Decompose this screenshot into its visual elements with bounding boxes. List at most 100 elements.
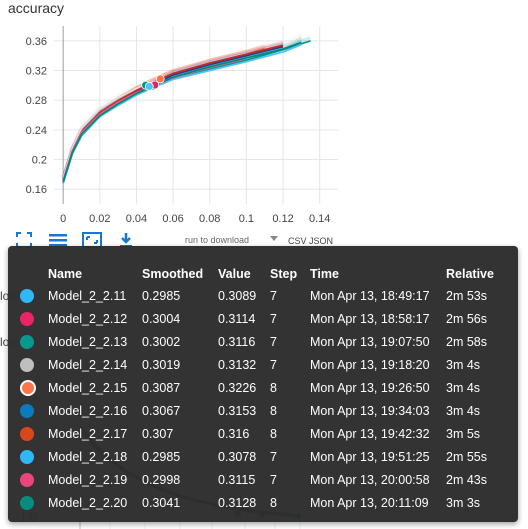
run-color-dot-icon — [20, 334, 34, 349]
time-value: Mon Apr 13, 20:11:09 — [310, 495, 429, 510]
relative-value: 2m 53s — [446, 288, 487, 303]
chart-title: accuracy — [8, 0, 65, 16]
run-color-dot-icon — [20, 472, 34, 487]
step-value: 7 — [270, 334, 277, 349]
header-step: Step — [270, 267, 298, 281]
relative-value: 3m 5s — [446, 426, 481, 441]
raw-value: 0.3078 — [218, 449, 257, 464]
run-name: Model_2_2.16 — [48, 403, 128, 418]
x-tick-label: 0.14 — [309, 213, 330, 225]
step-value: 7 — [270, 357, 277, 372]
y-tick-label: 0.24 — [26, 125, 47, 137]
run-name: Model_2_2.18 — [48, 449, 128, 464]
smoothed-value: 0.3067 — [142, 403, 181, 418]
tooltip-panel: Name Smoothed Value Step Time Relative M… — [8, 246, 518, 522]
x-tick-label: 0 — [60, 213, 66, 225]
raw-value: 0.3153 — [218, 403, 257, 418]
relative-value: 3m 4s — [446, 380, 481, 395]
table-row: Model_2_2.19 0.2998 0.3115 7 Mon Apr 13, 20:… — [20, 468, 506, 491]
header-value: Value — [218, 267, 251, 281]
relative-value: 3m 4s — [446, 357, 481, 372]
step-value: 7 — [270, 472, 277, 487]
time-value: Mon Apr 13, 19:51:25 — [310, 449, 430, 464]
table-row: Model_2_2.12 0.3004 0.3114 7 Mon Apr 13, 18:… — [20, 307, 506, 330]
run-name: Model_2_2.20 — [48, 495, 128, 510]
time-value: Mon Apr 13, 18:58:17 — [310, 311, 430, 326]
run-color-dot-icon — [20, 311, 34, 326]
relative-value: 2m 55s — [446, 449, 487, 464]
accuracy-chart[interactable]: 0.16 0.2 0.24 0.28 0.32 0.36 0 0.02 0.04 0.06 0.08… — [0, 18, 340, 228]
chart-ticks: 0.16 0.2 0.24 0.28 0.32 0.36 0 0.02 0.04 0.06 0.08… — [26, 36, 331, 225]
chevron-down-icon[interactable] — [270, 236, 278, 241]
run-color-dot-icon — [20, 288, 34, 303]
relative-value: 2m 56s — [446, 311, 487, 326]
x-tick-label: 0.1 — [239, 213, 254, 225]
relative-value: 3m 4s — [446, 403, 481, 418]
smoothed-value: 0.3041 — [142, 495, 181, 510]
run-name: Model_2_2.14 — [48, 357, 128, 372]
menu-lines-icon[interactable] — [48, 232, 68, 248]
raw-value: 0.316 — [218, 426, 250, 441]
time-value: Mon Apr 13, 19:42:32 — [310, 426, 430, 441]
y-tick-label: 0.16 — [26, 184, 47, 196]
smoothed-value: 0.3004 — [142, 311, 181, 326]
run-name: Model_2_2.12 — [48, 311, 128, 326]
run-name: Model_2_2.15 — [48, 380, 128, 395]
tooltip-header-row: Name Smoothed Value Step Time Relative — [20, 264, 506, 284]
raw-value: 0.3115 — [218, 472, 256, 487]
x-tick-label: 0.06 — [162, 213, 183, 225]
time-value: Mon Apr 13, 19:34:03 — [310, 403, 430, 418]
header-smoothed: Smoothed — [142, 267, 204, 281]
table-row: Model_2_2.16 0.3067 0.3153 8 Mon Apr 13, 19:… — [20, 399, 506, 422]
time-value: Mon Apr 13, 19:26:50 — [310, 380, 430, 395]
run-name: Model_2_2.19 — [48, 472, 128, 487]
series-raw-line — [61, 82, 154, 180]
step-value: 7 — [270, 449, 277, 464]
raw-value: 0.3116 — [218, 334, 256, 349]
x-tick-label: 0.08 — [199, 213, 220, 225]
time-value: Mon Apr 13, 19:07:50 — [310, 334, 430, 349]
table-row: Model_2_2.15 0.3087 0.3226 8 Mon Apr 13, 19:… — [20, 376, 506, 399]
smoothed-value: 0.2985 — [142, 288, 181, 303]
smoothed-value: 0.3019 — [142, 357, 181, 372]
smoothed-value: 0.307 — [142, 426, 174, 441]
y-tick-label: 0.32 — [26, 66, 47, 78]
raw-value: 0.3089 — [218, 288, 257, 303]
time-value: Mon Apr 13, 19:18:20 — [310, 357, 430, 372]
csv-link[interactable]: CSV — [288, 236, 307, 246]
step-value: 7 — [270, 311, 277, 326]
hover-point-marker — [155, 74, 165, 84]
smoothed-value: 0.2998 — [142, 472, 181, 487]
relative-value: 2m 58s — [446, 334, 487, 349]
download-links: CSV JSON — [288, 236, 333, 246]
raw-value: 0.3128 — [218, 495, 257, 510]
header-relative: Relative — [446, 267, 494, 281]
run-name: Model_2_2.11 — [48, 288, 127, 303]
chart-markers — [141, 74, 165, 91]
fullscreen-icon[interactable] — [14, 232, 34, 248]
smoothed-value: 0.3087 — [142, 380, 181, 395]
raw-value: 0.3114 — [218, 311, 256, 326]
json-link[interactable]: JSON — [309, 236, 334, 246]
step-value: 8 — [270, 403, 277, 418]
step-value: 8 — [270, 426, 277, 441]
relative-value: 3m 3s — [446, 495, 481, 510]
run-download-placeholder: run to download — [185, 235, 250, 245]
run-color-dot-icon — [20, 426, 34, 441]
run-name: Model_2_2.13 — [48, 334, 128, 349]
x-tick-label: 0.04 — [126, 213, 147, 225]
smoothed-value: 0.2985 — [142, 449, 181, 464]
time-value: Mon Apr 13, 20:00:58 — [310, 472, 430, 487]
table-row: Model_2_2.20 0.3041 0.3128 8 Mon Apr 13, 20:… — [20, 491, 506, 514]
x-tick-label: 0.12 — [272, 213, 293, 225]
table-row: Model_2_2.11 0.2985 0.3089 7 Mon Apr 13, 18:… — [20, 284, 506, 307]
y-tick-label: 0.28 — [26, 95, 47, 107]
table-row: Model_2_2.17 0.307 0.316 8 Mon Apr 13, 19:42… — [20, 422, 506, 445]
table-row: Model_2_2.18 0.2985 0.3078 7 Mon Apr 13, 19:… — [20, 445, 506, 468]
run-color-dot-icon — [20, 379, 36, 396]
tooltip-table: Name Smoothed Value Step Time Relative M… — [20, 264, 506, 514]
header-name: Name — [48, 267, 83, 281]
table-row: Model_2_2.14 0.3019 0.3132 7 Mon Apr 13, 19:… — [20, 353, 506, 376]
run-color-dot-icon — [20, 357, 34, 372]
hover-point-marker — [144, 82, 154, 91]
